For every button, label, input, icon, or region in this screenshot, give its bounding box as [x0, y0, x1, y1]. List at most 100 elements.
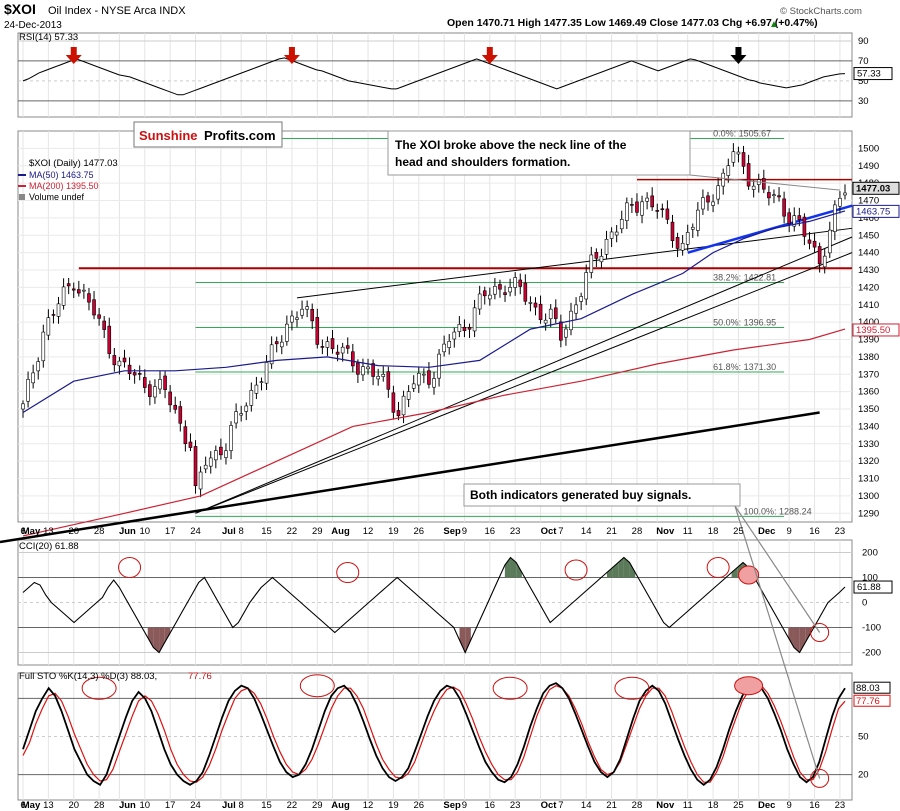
cci-value-text: 61.88: [857, 582, 881, 593]
candle-body: [117, 360, 122, 367]
x-tick-label-bottom: 17: [165, 800, 176, 811]
x-tick-label-top: 9: [787, 526, 792, 537]
candle-body: [254, 384, 259, 394]
x-tick-label-bottom: 14: [581, 800, 592, 811]
candle-body: [376, 376, 380, 380]
x-tick-label-bottom: Nov: [656, 800, 675, 811]
candle-body: [797, 215, 802, 220]
x-tick-label-bottom: 9: [462, 800, 467, 811]
price-tick-label: 1460: [858, 213, 879, 224]
price-tick-label: 1340: [858, 421, 879, 432]
cci-tick-label: -200: [862, 648, 881, 659]
candle-body: [802, 216, 807, 237]
candle-body: [660, 208, 665, 211]
candle-body: [229, 425, 233, 451]
candle-body: [619, 219, 624, 230]
x-tick-label-bottom: 20: [68, 800, 79, 811]
candle-body: [386, 371, 391, 390]
candle-body: [655, 210, 660, 212]
candle-body: [746, 163, 751, 187]
candle-body: [812, 240, 817, 248]
x-tick-label-bottom: 16: [809, 800, 820, 811]
candle-body: [650, 195, 654, 208]
x-tick-label-bottom: Aug: [331, 800, 350, 811]
ma200-line: [22, 328, 846, 537]
copyright-text: © StockCharts.com: [780, 6, 862, 17]
cci-fill-positive: [623, 557, 630, 578]
cci-fill-negative: [147, 627, 154, 648]
candle-body: [584, 272, 589, 300]
candle-body: [36, 361, 41, 372]
candle-body: [127, 364, 132, 374]
chart-name: Oil Index - NYSE Arca INDX: [48, 5, 186, 17]
price-tick-label: 1290: [858, 508, 879, 519]
cci-fill-negative: [459, 627, 466, 653]
candle-body: [148, 384, 152, 397]
candle-body: [46, 317, 51, 336]
x-tick-label-top: 15: [261, 526, 272, 537]
x-tick-label-bottom: 13: [43, 800, 54, 811]
candle-body: [366, 366, 370, 370]
x-tick-label-bottom: 7: [558, 800, 563, 811]
x-tick-label-top: 16: [485, 526, 496, 537]
candle-body: [822, 255, 827, 268]
fibonacci-label: 0.0%: 1505.67: [713, 129, 771, 139]
candle-body: [589, 254, 594, 273]
candle-body: [406, 391, 411, 400]
buy-signal-note: Both indicators generated buy signals.: [470, 488, 691, 502]
cci-fill-positive: [612, 562, 619, 578]
x-tick-label-bottom: 11: [683, 800, 693, 811]
sto-tick-label: 50: [858, 732, 869, 743]
rsi-label: RSI(14) 57.33: [19, 32, 78, 43]
rsi-tick-label: 90: [858, 36, 869, 47]
candle-body: [92, 299, 96, 316]
x-tick-label-top: 6: [20, 526, 25, 537]
sto-label-main: Full STO %K(14,3) %D(3) 88.03,: [19, 671, 157, 682]
x-tick-label-top: Sep: [443, 526, 461, 537]
candle-body: [214, 450, 218, 461]
candle-body: [614, 231, 619, 236]
x-tick-label-bottom: 23: [510, 800, 521, 811]
x-tick-label-bottom: Sep: [443, 800, 461, 811]
x-tick-label-bottom: Oct: [541, 800, 558, 811]
candle-body: [665, 208, 670, 220]
candle-body: [690, 226, 695, 230]
x-tick-label-top: Dec: [758, 526, 775, 537]
buy-signal-annotation: Both indicators generated buy signals.: [463, 483, 741, 507]
x-tick-label-bottom: May: [22, 800, 41, 811]
sto-highlight-circle: [734, 676, 764, 696]
x-tick-label-bottom: 15: [261, 800, 272, 811]
cci-fill-negative: [799, 627, 806, 653]
candle-body: [574, 304, 578, 314]
fibonacci-label: 38.2%: 1422.81: [713, 273, 776, 283]
close-value-tag: [852, 181, 900, 195]
x-tick-label-top: 12: [363, 526, 374, 537]
cci-fill-positive: [731, 567, 738, 578]
cci-fill-positive: [618, 557, 624, 578]
candle-body: [630, 204, 634, 206]
candle-body: [264, 362, 269, 384]
candle-body: [701, 197, 705, 210]
ma200-value-tag: [852, 323, 900, 337]
candle-body: [77, 289, 81, 294]
x-tick-label-bottom: 23: [835, 800, 846, 811]
x-tick-label-bottom: Dec: [758, 800, 775, 811]
x-tick-label-bottom: 24: [190, 800, 201, 811]
price-tick-label: 1400: [858, 317, 879, 328]
candle-body: [741, 152, 746, 167]
candle-body: [97, 314, 101, 319]
neckline-note-line1: The XOI broke above the neck line of the: [395, 138, 627, 152]
candle-body: [680, 243, 685, 251]
candle-body: [645, 197, 649, 202]
candle-body: [635, 201, 639, 213]
neckline-annotation: The XOI broke above the neck line of the…: [387, 130, 691, 176]
rsi-line: [22, 57, 846, 96]
candle-body: [239, 413, 243, 416]
x-tick-label-bottom: 18: [708, 800, 719, 811]
candle-body: [432, 378, 436, 388]
x-tick-label-bottom: 8: [239, 800, 244, 811]
candle-body: [285, 323, 289, 342]
price-tick-label: 1380: [858, 352, 879, 363]
candle-body: [310, 308, 315, 322]
